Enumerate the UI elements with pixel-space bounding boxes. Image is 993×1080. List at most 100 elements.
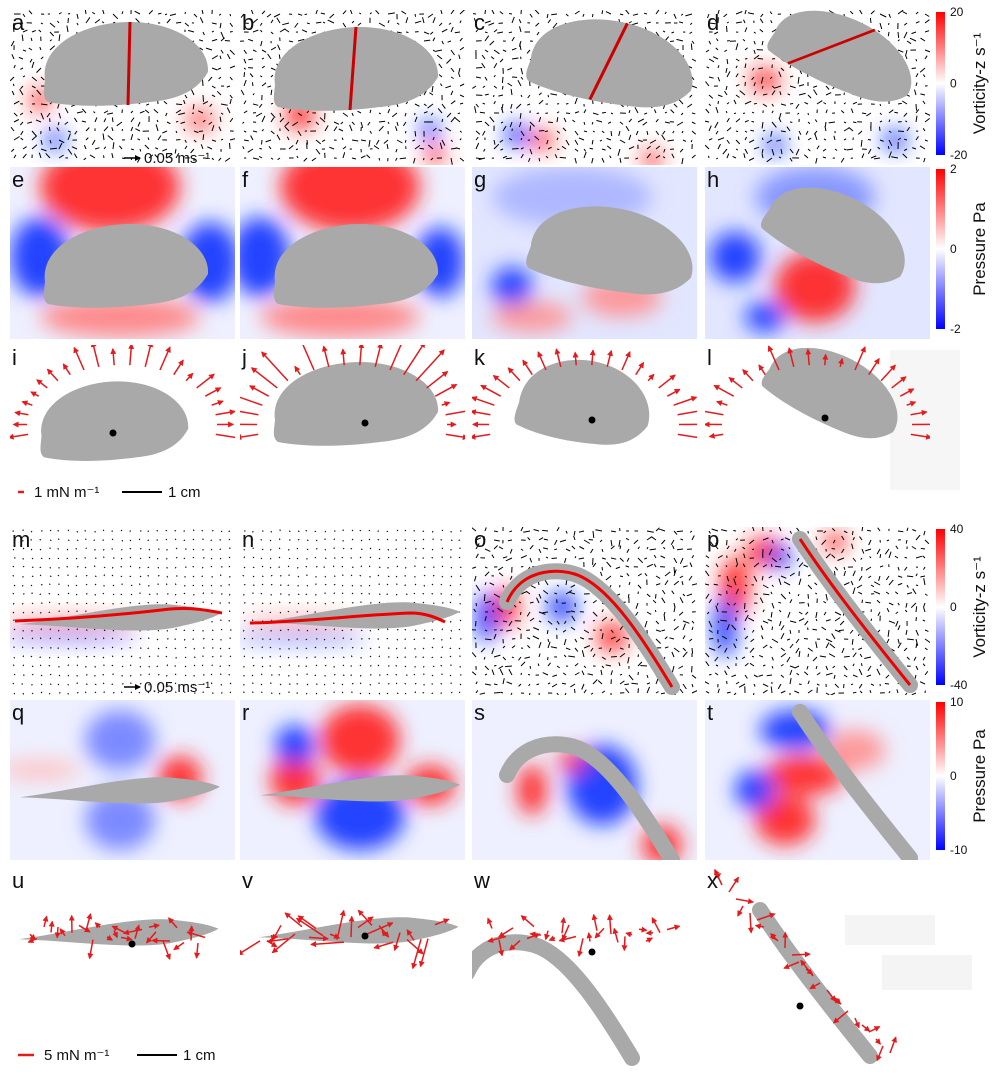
colorbar-title: Vorticity-z s⁻¹ xyxy=(970,556,989,658)
force-scale-label: 1 mN m⁻¹ xyxy=(34,484,99,501)
field-region xyxy=(0,760,80,780)
panel-letter: t xyxy=(707,700,713,725)
force-vector xyxy=(624,936,625,950)
panel: x xyxy=(707,868,896,1060)
force-vector xyxy=(559,937,576,941)
centroid xyxy=(110,430,117,437)
field-region xyxy=(505,123,529,147)
force-vector xyxy=(92,342,98,367)
force-vector xyxy=(404,342,425,374)
centroid xyxy=(589,417,596,424)
field-region xyxy=(745,302,785,332)
panel-letter: e xyxy=(12,167,24,192)
panel: m xyxy=(0,527,232,695)
force-vector xyxy=(22,402,32,405)
field xyxy=(505,123,662,170)
panel-letter: a xyxy=(12,10,25,35)
force-vector xyxy=(667,389,679,396)
force-vector xyxy=(63,364,70,375)
body xyxy=(467,942,632,1058)
colorbar-tick: 40 xyxy=(950,522,964,536)
body xyxy=(40,381,188,461)
panel-letter: g xyxy=(474,167,486,192)
field-region xyxy=(883,130,907,150)
centroid xyxy=(797,1003,804,1010)
force-vector xyxy=(15,412,28,414)
force-vector xyxy=(262,352,288,381)
colorbar-tick: 0 xyxy=(950,77,957,91)
colorbar-tick: 2 xyxy=(950,162,957,176)
panel: h xyxy=(705,164,930,339)
field-region xyxy=(420,120,440,140)
force-vector xyxy=(236,434,258,437)
force-vector xyxy=(9,434,29,437)
force-vector xyxy=(442,402,450,405)
panel: j xyxy=(220,333,477,446)
force-vector xyxy=(674,397,697,405)
force-vector xyxy=(877,1046,883,1060)
force-vector xyxy=(549,938,555,940)
force-vector xyxy=(216,411,235,414)
blank-area xyxy=(882,955,972,990)
panel: q xyxy=(0,700,235,860)
force-vector xyxy=(717,402,727,406)
body xyxy=(524,2,704,123)
force-vector xyxy=(57,927,58,938)
force-vector xyxy=(538,352,546,370)
panel-letter: k xyxy=(474,345,486,370)
force-vector xyxy=(575,353,576,366)
colorbar-title: Pressure Pa xyxy=(970,729,989,823)
body xyxy=(258,914,459,950)
colorbar xyxy=(936,169,945,329)
midline xyxy=(128,22,130,105)
panel: r xyxy=(240,700,465,860)
panel-letter: v xyxy=(242,868,253,893)
panel-letter: p xyxy=(707,527,719,552)
centroid xyxy=(589,949,596,956)
force-vector xyxy=(446,434,468,437)
force-vector xyxy=(736,899,753,902)
force-vector xyxy=(37,380,47,388)
force-vector xyxy=(227,393,263,405)
force-vector xyxy=(252,368,278,388)
panel-letter: d xyxy=(707,10,719,35)
force-vector xyxy=(238,941,260,955)
field-region xyxy=(750,68,780,92)
force-vector xyxy=(174,360,183,375)
force-vector xyxy=(481,385,501,396)
force-vector xyxy=(614,929,618,943)
panel: o xyxy=(469,525,698,700)
length-scale-label: 1 cm xyxy=(168,484,201,501)
field-region xyxy=(280,142,420,232)
panel-letter: j xyxy=(241,345,247,370)
body xyxy=(44,22,208,106)
force-vector xyxy=(48,369,58,380)
colorbar-tick: -10 xyxy=(950,843,968,857)
field-region xyxy=(45,130,65,150)
force-vector xyxy=(160,347,170,370)
colorbar-title: Pressure Pa xyxy=(970,202,989,296)
force-vector xyxy=(212,401,223,405)
force-vector xyxy=(699,411,723,415)
force-vector xyxy=(152,940,170,941)
force-vector xyxy=(186,373,193,380)
force-vector xyxy=(648,374,654,380)
panel: i xyxy=(9,342,242,461)
force-vector xyxy=(267,939,288,942)
panel-letter: u xyxy=(12,868,24,893)
force-vector xyxy=(607,351,611,367)
force-vector xyxy=(622,352,630,370)
force-vector xyxy=(579,938,583,956)
force-vector xyxy=(494,376,510,388)
force-vector xyxy=(508,368,520,381)
force-vector xyxy=(738,906,743,916)
panel-letter: f xyxy=(242,167,249,192)
field-region xyxy=(492,302,572,332)
colorbar-tick: 20 xyxy=(950,5,964,19)
force-vector xyxy=(205,388,220,396)
panel: w xyxy=(467,868,680,1058)
force-vector xyxy=(31,392,39,396)
panel-letter: q xyxy=(12,700,24,725)
force-vector xyxy=(678,434,703,438)
force-vector xyxy=(51,922,52,933)
